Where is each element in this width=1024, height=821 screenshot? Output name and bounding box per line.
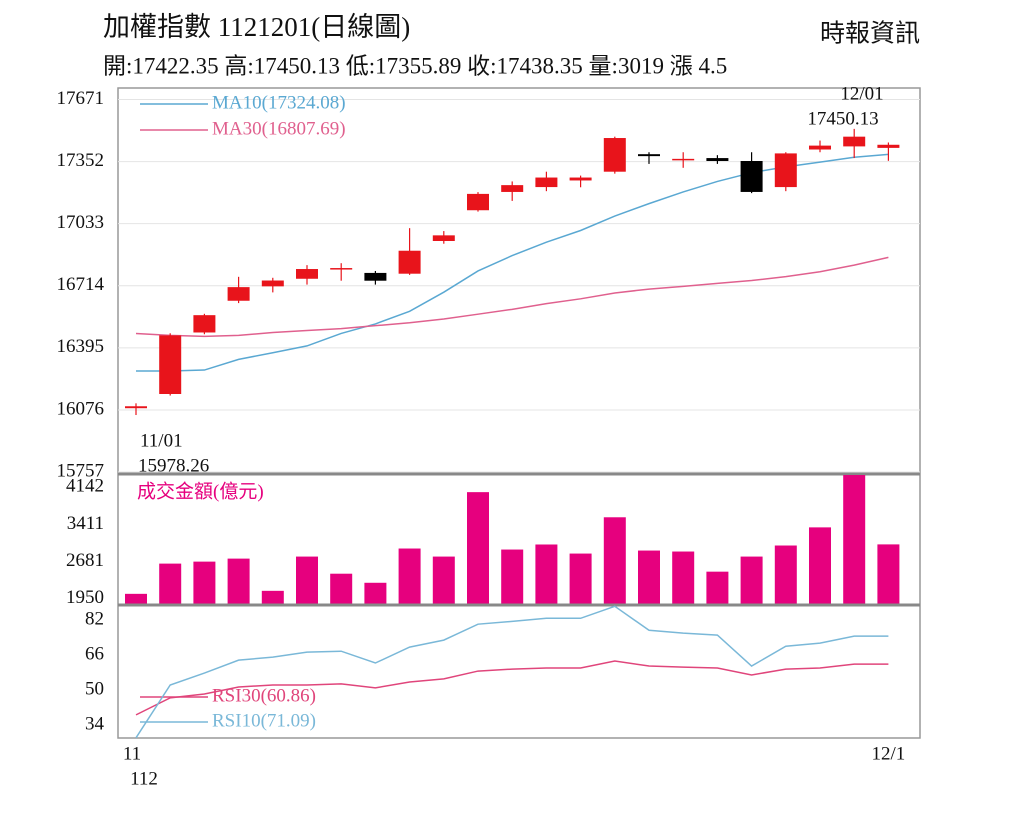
rsi-line (135, 660, 889, 716)
y-tick-label: 16076 (57, 398, 105, 419)
candle-body (603, 138, 626, 172)
candle-body (569, 177, 592, 181)
legend-label: RSI10(71.09) (212, 710, 316, 731)
candle-body (193, 315, 216, 333)
volume-bar (398, 548, 421, 604)
rsi-line (135, 605, 889, 739)
y-tick-label: 17352 (57, 150, 105, 171)
legend-label: MA30(16807.69) (212, 118, 346, 139)
candle-body (398, 250, 421, 274)
volume-bar (638, 550, 660, 604)
candle-body (535, 177, 558, 188)
annotation: 12/01 (840, 83, 883, 104)
y-tick-label: 2681 (66, 550, 104, 571)
candle-body (809, 145, 831, 150)
panel-label: 成交金額(億元) (137, 480, 264, 502)
candle-body (672, 158, 695, 161)
candle-body (774, 153, 797, 188)
volume-bar (501, 549, 524, 604)
candle-body (638, 154, 660, 157)
volume-bar (603, 517, 626, 604)
volume-bar (877, 544, 900, 604)
candle-body (159, 335, 182, 394)
volume-bar (569, 553, 592, 604)
y-tick-label: 15757 (57, 460, 105, 481)
y-tick-label: 16714 (57, 274, 105, 295)
volume-bar (432, 556, 455, 604)
candle-body (261, 280, 284, 287)
candle-body (740, 160, 763, 192)
candle-body (125, 406, 147, 409)
volume-bar (364, 582, 387, 604)
y-tick-label: 17671 (57, 88, 105, 109)
frame (117, 87, 921, 739)
volume-bar (672, 551, 695, 604)
legend-label: RSI30(60.86) (212, 685, 316, 706)
candle-body (364, 272, 387, 281)
volume-bar (193, 561, 216, 604)
x-sublabel: 112 (130, 768, 158, 789)
subtitle: 開:17422.35 高:17450.13 低:17355.89 收:17438… (103, 53, 727, 78)
ma-line (135, 256, 889, 338)
volume-bar (125, 593, 147, 604)
volume-bar (740, 556, 763, 604)
y-tick-label: 82 (85, 609, 104, 630)
candle-body (432, 235, 455, 241)
annotation: 15978.26 (138, 455, 209, 476)
y-tick-label: 50 (85, 678, 104, 699)
y-tick-label: 4142 (66, 476, 104, 497)
y-tick-label: 17033 (57, 212, 105, 233)
volume-bar (330, 573, 353, 604)
volume-bar (159, 563, 182, 604)
volume-bar (467, 492, 489, 604)
y-tick-label: 3411 (67, 513, 104, 534)
volume-bar (261, 590, 284, 604)
y-tick-label: 66 (85, 644, 104, 665)
candle-body (227, 287, 250, 301)
x-tick-label: 11 (123, 743, 141, 764)
ma-line (136, 153, 889, 372)
y-tick-label: 16395 (57, 336, 105, 357)
legend-label: MA10(17324.08) (212, 92, 346, 113)
candle-body (296, 269, 318, 279)
source: 時報資訊 (820, 20, 920, 48)
candle-body (843, 136, 866, 147)
annotation: 17450.13 (807, 108, 878, 129)
volume-bar (706, 571, 729, 604)
volume-bar (843, 475, 866, 604)
candle-body (330, 268, 353, 270)
volume-bar (774, 545, 797, 604)
volume-bar (809, 527, 831, 604)
candle-body (501, 185, 524, 192)
chart-title: 加權指數 1121201(日線圖) (103, 12, 410, 42)
volume-bar (296, 556, 318, 604)
candle-body (467, 193, 489, 211)
y-tick-label: 34 (85, 713, 105, 734)
volume-bar (535, 544, 558, 604)
candle-body (877, 144, 900, 148)
x-tick-label: 12/1 (872, 743, 906, 764)
annotation: 11/01 (140, 430, 183, 451)
y-tick-label: 1950 (66, 587, 104, 608)
volume-bar (227, 558, 250, 604)
candle-body (706, 158, 729, 161)
